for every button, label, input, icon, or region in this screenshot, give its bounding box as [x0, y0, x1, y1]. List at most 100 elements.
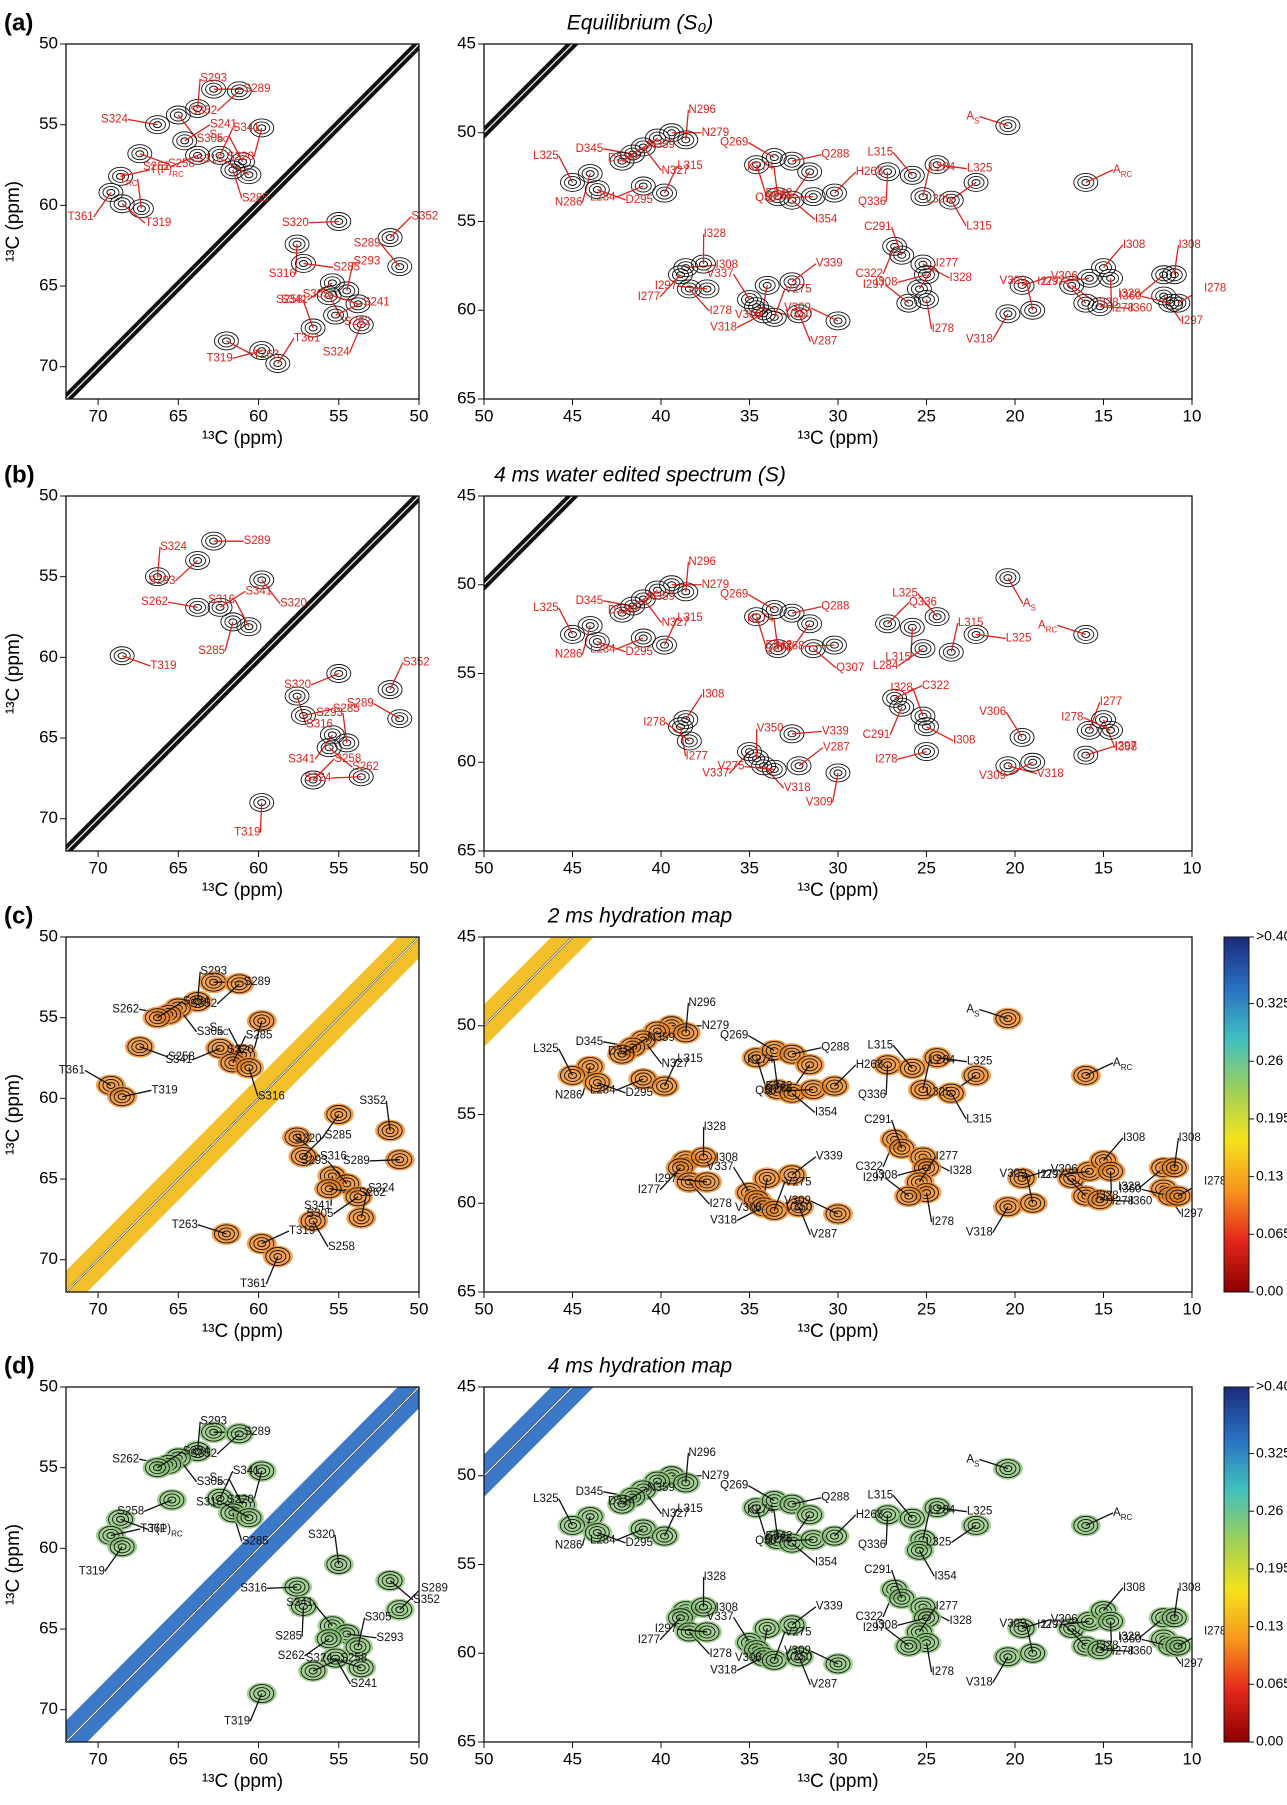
x-tick-label: 55 — [329, 1299, 348, 1318]
peak-label: S316 — [208, 594, 235, 606]
x-axis-label: ¹³C (ppm) — [202, 1771, 283, 1792]
peak-label: S258 — [328, 1241, 355, 1253]
peak-label: S285 — [275, 1630, 302, 1642]
peak-label: AS — [966, 1004, 979, 1019]
leader-line — [1086, 170, 1113, 183]
peak-label: Q307 — [755, 1085, 783, 1097]
peak-label-sub: RC — [1121, 1512, 1133, 1521]
peak-label: V318 — [710, 322, 737, 334]
x-tick-label: 55 — [329, 406, 348, 425]
y-tick-label: 45 — [457, 485, 476, 504]
x-tick-label: 50 — [410, 1299, 429, 1318]
peak-label: N359 — [647, 1482, 675, 1494]
leader-line — [311, 674, 339, 685]
y-tick-label: 60 — [457, 752, 476, 771]
peak-label: T319 — [151, 1084, 177, 1096]
peak-label: V339 — [816, 1151, 843, 1163]
peak-label: I360 — [1130, 1195, 1152, 1207]
colorbar-tick-label: >0.40 — [1256, 928, 1287, 944]
plot-area — [66, 44, 419, 399]
peak-label: V306 — [735, 1652, 762, 1664]
peak-label: I278 — [709, 1648, 731, 1660]
peak-label: D345 — [576, 595, 604, 607]
peak-label: V287 — [810, 336, 837, 348]
x-axis-label: ¹³C (ppm) — [202, 428, 283, 449]
peak-label: V309 — [806, 796, 833, 808]
peak-label: AS — [1023, 598, 1036, 613]
peak-label: H268 — [777, 640, 805, 652]
y-tick-label: 55 — [39, 114, 58, 133]
peak-label: ARC — [1038, 619, 1057, 634]
y-tick-label: 55 — [457, 211, 476, 230]
panel-label: (b) — [4, 461, 35, 488]
peak-label: T319 — [289, 1225, 315, 1237]
peak-label: T319 — [207, 352, 233, 364]
peak-label: I308 — [1123, 1582, 1145, 1594]
leader-line — [976, 634, 1006, 638]
peak-label: V306 — [735, 1202, 762, 1214]
panel-title: 4 ms water edited spectrum (S) — [494, 464, 786, 487]
peak-label: I297 — [863, 279, 885, 291]
peak-label: S341 — [233, 1465, 260, 1477]
y-axis-label: ¹³C (ppm) — [3, 181, 24, 262]
peak-label: L325 — [892, 588, 918, 600]
leader-line — [390, 216, 411, 237]
peak-label: V318 — [710, 1215, 737, 1227]
peak-label: ARC — [1113, 164, 1132, 179]
leader-line — [804, 645, 834, 646]
leader-line — [559, 608, 573, 635]
x-tick-label: 25 — [917, 406, 936, 425]
peak-label: S293 — [316, 707, 343, 719]
y-tick-label: 70 — [39, 808, 58, 827]
diagonal-inner — [66, 44, 419, 399]
x-tick-label: 10 — [1183, 1299, 1202, 1318]
x-tick-label: 30 — [829, 1749, 848, 1768]
peak-label: Q288 — [821, 601, 849, 613]
peak-label: I277 — [638, 291, 660, 303]
peak-label: I360 — [1130, 302, 1152, 314]
leader-line — [94, 192, 111, 217]
x-tick-label: 40 — [652, 406, 671, 425]
peak-label: AS — [966, 1454, 979, 1469]
leader-line — [748, 143, 774, 158]
peak-label: I308 — [953, 735, 975, 747]
peak-label: I297 — [1042, 1169, 1064, 1181]
peak-label: N296 — [688, 104, 716, 116]
peak-label: L284 — [930, 1504, 956, 1516]
x-tick-label: 50 — [475, 858, 494, 877]
x-axis-label: ¹³C (ppm) — [202, 1321, 283, 1342]
peak-label: S320 — [227, 1044, 254, 1056]
y-tick-label: 50 — [457, 1465, 476, 1484]
peak-label: I328 — [704, 1121, 726, 1133]
x-tick-label: 60 — [249, 858, 268, 877]
peak-label: S289 — [244, 1426, 271, 1438]
leader-line — [979, 117, 1008, 126]
colorbar-tick-label: 0.325 — [1256, 1444, 1287, 1460]
peak-label: Q307 — [755, 192, 783, 204]
peak-label: Q307 — [755, 1535, 783, 1547]
peak-label: N359 — [647, 591, 675, 603]
peak-label: S341 — [288, 753, 315, 765]
x-axis-label: ¹³C (ppm) — [797, 428, 878, 449]
peak-label: I277 — [1100, 696, 1122, 708]
peak-label: S352 — [413, 1594, 440, 1606]
y-tick-label: 65 — [457, 840, 476, 859]
x-tick-label: 50 — [475, 406, 494, 425]
y-tick-label: 70 — [39, 1249, 58, 1268]
peak-label-sub: S — [974, 1459, 979, 1468]
y-tick-label: 60 — [457, 1193, 476, 1212]
x-tick-label: 40 — [652, 1749, 671, 1768]
peak-label: V309 — [784, 302, 811, 314]
peak-label: C291 — [864, 1564, 892, 1576]
peak-label: I354 — [815, 214, 838, 226]
peak-label: I277 — [638, 1184, 660, 1196]
peak-label: H268 — [856, 1509, 884, 1521]
peak-label: I297 — [1114, 740, 1136, 752]
peak-label: C291 — [864, 1114, 892, 1126]
x-axis-label: ¹³C (ppm) — [202, 880, 283, 901]
peak-label-sub: S — [1031, 603, 1036, 612]
peak-label: D295 — [625, 646, 653, 658]
plot-frame — [484, 937, 1192, 1292]
peak-label: I360 — [1119, 1183, 1141, 1195]
peak-label: N286 — [555, 649, 583, 661]
